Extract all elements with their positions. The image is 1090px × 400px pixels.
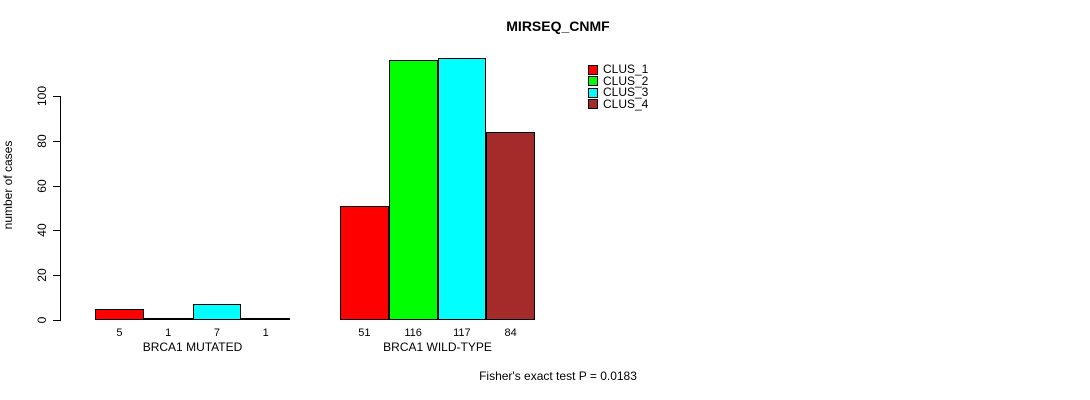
bar-value-label: 7 (213, 327, 220, 339)
bar-value-label: 84 (504, 327, 517, 339)
legend-label: CLUS_1 (603, 62, 649, 77)
y-axis-line (60, 96, 61, 321)
legend-item: CLUS_3 (588, 85, 649, 100)
bar (95, 308, 144, 320)
legend-label: CLUS_3 (603, 85, 649, 100)
legend-item: CLUS_2 (588, 73, 649, 88)
annotation-text: Fisher's exact test P = 0.0183 (479, 369, 637, 383)
bar (241, 317, 290, 320)
legend: CLUS_1 CLUS_2 CLUS_3 CLUS_4 (588, 62, 649, 111)
y-tick-label: 40 (35, 223, 49, 238)
y-tick-label: 100 (35, 85, 49, 107)
legend-label: CLUS_4 (603, 96, 649, 111)
legend-item: CLUS_4 (588, 96, 649, 111)
legend-item: CLUS_1 (588, 62, 649, 77)
legend-swatch (588, 64, 598, 75)
y-tick-label: 60 (35, 178, 49, 193)
legend-swatch (588, 99, 598, 110)
legend-swatch (588, 76, 598, 87)
legend-label: CLUS_2 (603, 73, 649, 88)
y-tick-mark (53, 185, 60, 187)
bar (340, 205, 389, 320)
category-label: BRCA1 MUTATED (142, 340, 243, 354)
y-tick-label: 0 (35, 316, 49, 324)
legend-swatch (588, 87, 598, 98)
bar (437, 57, 487, 320)
y-axis-title: number of cases (1, 140, 15, 230)
y-tick-mark (53, 275, 60, 277)
bar (143, 317, 193, 320)
bar (192, 304, 242, 320)
bar-value-label: 117 (453, 327, 471, 339)
bar-value-label: 1 (165, 327, 172, 339)
bar-value-label: 1 (262, 327, 269, 339)
bar (486, 131, 535, 320)
y-tick-mark (53, 230, 60, 232)
y-tick-mark (53, 96, 60, 97)
category-label: BRCA1 WILD-TYPE (383, 340, 492, 354)
bar (388, 60, 438, 320)
bar-value-label: 5 (116, 327, 123, 339)
chart-title: MIRSEQ_CNMF (506, 18, 610, 34)
y-tick-mark (53, 320, 60, 321)
bar-value-label: 51 (358, 327, 371, 339)
bar-value-label: 116 (404, 327, 422, 339)
y-tick-label: 80 (35, 134, 49, 148)
y-tick-mark (53, 140, 60, 142)
y-tick-label: 20 (35, 268, 49, 282)
